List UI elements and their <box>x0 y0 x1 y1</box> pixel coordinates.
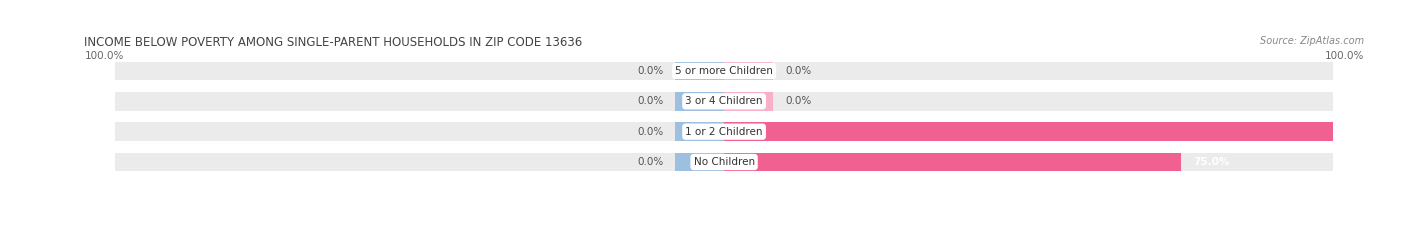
Bar <box>724 122 1333 141</box>
Text: 100.0%: 100.0% <box>1324 51 1364 61</box>
Bar <box>724 62 1333 80</box>
Text: 1 or 2 Children: 1 or 2 Children <box>685 127 763 137</box>
Bar <box>724 153 1333 171</box>
Text: 0.0%: 0.0% <box>785 66 811 76</box>
Bar <box>675 92 724 111</box>
Bar <box>724 153 1181 171</box>
Bar <box>724 62 773 80</box>
Legend: Single Father, Single Mother: Single Father, Single Mother <box>624 230 824 233</box>
Bar <box>115 92 724 111</box>
Text: 5 or more Children: 5 or more Children <box>675 66 773 76</box>
Text: 0.0%: 0.0% <box>637 157 664 167</box>
Text: INCOME BELOW POVERTY AMONG SINGLE-PARENT HOUSEHOLDS IN ZIP CODE 13636: INCOME BELOW POVERTY AMONG SINGLE-PARENT… <box>84 36 582 49</box>
Text: 75.0%: 75.0% <box>1194 157 1230 167</box>
Text: 100.0%: 100.0% <box>84 51 124 61</box>
Text: No Children: No Children <box>693 157 755 167</box>
Text: 0.0%: 0.0% <box>637 127 664 137</box>
Bar <box>675 153 724 171</box>
Text: 0.0%: 0.0% <box>637 96 664 106</box>
Bar <box>724 92 773 111</box>
Bar <box>724 92 1333 111</box>
Bar <box>115 122 724 141</box>
Bar <box>115 62 724 80</box>
Text: Source: ZipAtlas.com: Source: ZipAtlas.com <box>1260 36 1364 46</box>
Text: 0.0%: 0.0% <box>637 66 664 76</box>
Text: 0.0%: 0.0% <box>785 96 811 106</box>
Bar <box>675 122 724 141</box>
Text: 3 or 4 Children: 3 or 4 Children <box>685 96 763 106</box>
Bar <box>675 62 724 80</box>
Bar <box>724 122 1333 141</box>
Bar <box>115 153 724 171</box>
Text: 100.0%: 100.0% <box>1346 127 1389 137</box>
